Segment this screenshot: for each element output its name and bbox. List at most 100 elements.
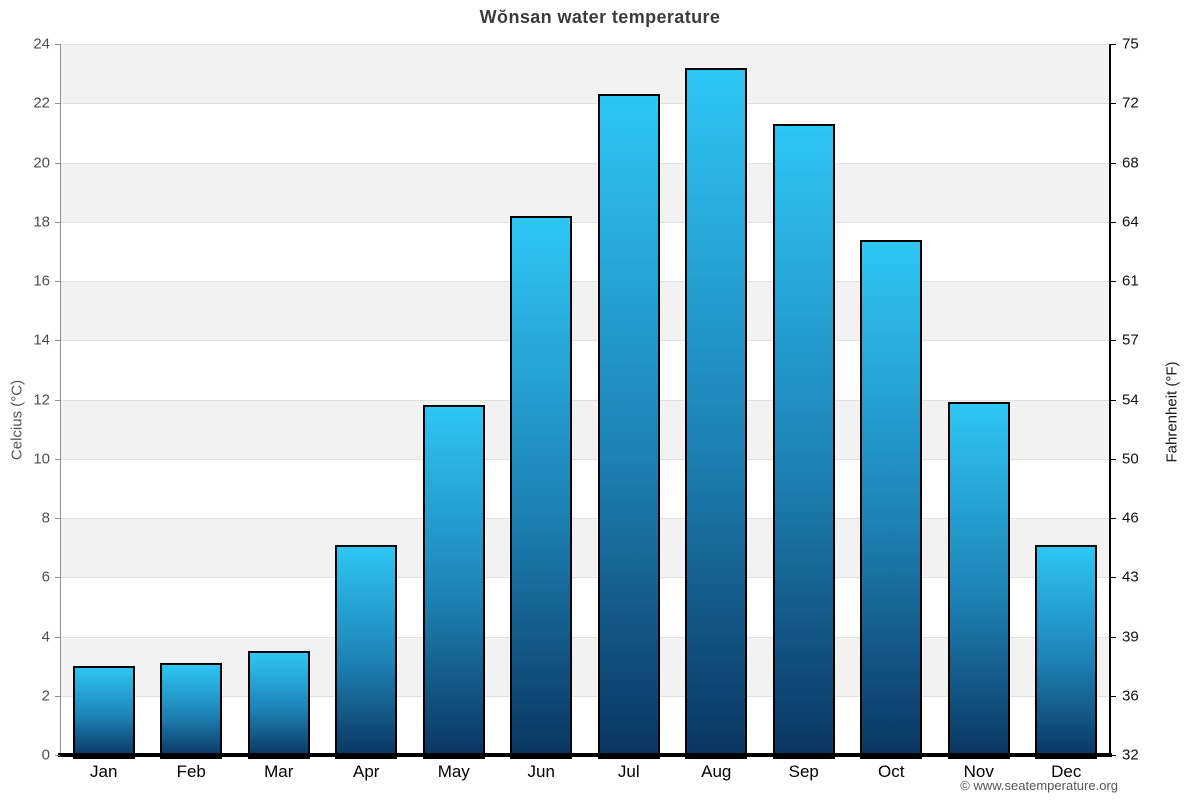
month-label-mar: Mar [264, 762, 294, 781]
celsius-tick-mark [55, 103, 60, 105]
plot-band [60, 222, 1110, 281]
fahrenheit-tick-label: 75 [1122, 35, 1139, 53]
fahrenheit-tick-mark [1111, 458, 1116, 460]
plot-band [60, 281, 1110, 341]
month-label-aug: Aug [701, 762, 732, 781]
bar-apr [335, 544, 398, 759]
bar-mar [247, 651, 310, 759]
gridline [60, 281, 1110, 282]
bar-may [422, 405, 485, 759]
month-label-apr: Apr [353, 762, 380, 781]
fahrenheit-tick-mark [1111, 518, 1116, 519]
fahrenheit-tick-label: 64 [1122, 213, 1139, 231]
celsius-axis-line [60, 44, 61, 755]
fahrenheit-tick-mark [1111, 340, 1116, 342]
month-label-feb: Feb [176, 762, 206, 781]
bar-sep [772, 123, 835, 759]
celsius-tick-label: 20 [33, 154, 50, 171]
bar-jun [510, 215, 573, 759]
celsius-tick-mark [55, 340, 60, 342]
celsius-tick-label: 10 [33, 450, 50, 468]
fahrenheit-tick-mark [1111, 44, 1116, 45]
celsius-tick-mark [55, 755, 60, 756]
fahrenheit-tick-label: 39 [1122, 628, 1139, 645]
gridline [60, 162, 1110, 164]
celsius-tick-mark [55, 44, 60, 45]
bar-oct [860, 239, 923, 759]
month-label-jun: Jun [527, 762, 555, 781]
month-label-jul: Jul [617, 762, 640, 781]
gridline [60, 340, 1110, 342]
plot-band [60, 103, 1110, 162]
celsius-tick-mark [55, 518, 60, 519]
gridline [60, 221, 1110, 223]
fahrenheit-tick-label: 68 [1122, 154, 1139, 171]
fahrenheit-axis-line [1109, 44, 1111, 755]
fahrenheit-tick-mark [1111, 695, 1116, 697]
celsius-tick-label: 4 [41, 628, 50, 645]
celsius-tick-mark [55, 399, 60, 401]
fahrenheit-axis-title: Fahrenheit (°F) [1163, 361, 1181, 463]
fahrenheit-tick-mark [1111, 577, 1116, 579]
plot-band [60, 44, 1110, 104]
gridline [60, 458, 1110, 460]
bar-jan [72, 666, 135, 759]
celsius-tick-mark [55, 577, 60, 579]
celsius-tick-mark [55, 281, 60, 282]
fahrenheit-tick-label: 57 [1122, 331, 1139, 349]
gridline [60, 103, 1110, 105]
celsius-tick-label: 24 [33, 35, 50, 53]
fahrenheit-tick-mark [1111, 281, 1116, 282]
month-label-may: May [437, 762, 470, 781]
celsius-tick-label: 2 [41, 687, 50, 705]
celsius-tick-mark [55, 458, 60, 460]
celsius-tick-label: 8 [41, 509, 50, 527]
fahrenheit-tick-mark [1111, 399, 1116, 401]
gridline [60, 44, 1110, 45]
plot-area [60, 44, 1110, 759]
fahrenheit-tick-label: 43 [1122, 568, 1139, 586]
gridline [60, 577, 1110, 579]
month-label-sep: Sep [788, 762, 819, 781]
celsius-tick-mark [55, 162, 60, 164]
celsius-tick-mark [55, 636, 60, 638]
fahrenheit-tick-label: 46 [1122, 509, 1139, 527]
plot-band [60, 636, 1110, 696]
celsius-tick-label: 18 [33, 213, 50, 231]
month-label-oct: Oct [878, 762, 905, 781]
bar-feb [160, 663, 223, 759]
celsius-tick-label: 6 [41, 568, 50, 586]
fahrenheit-tick-label: 61 [1122, 272, 1139, 290]
fahrenheit-tick-mark [1111, 755, 1116, 756]
fahrenheit-tick-label: 72 [1122, 94, 1139, 112]
month-label-dec: Dec [1051, 762, 1082, 781]
plot-band [60, 162, 1110, 222]
chart-title: Wŏnsan water temperature [479, 7, 721, 27]
bar-aug [685, 67, 748, 759]
copyright-credit: © www.seatemperature.org [960, 778, 1118, 793]
gridline [60, 518, 1110, 519]
gridline [60, 695, 1110, 697]
bar-nov [947, 402, 1010, 759]
bar-dec [1035, 544, 1098, 759]
fahrenheit-tick-mark [1111, 221, 1116, 223]
celsius-tick-label: 12 [33, 391, 50, 408]
celsius-tick-mark [55, 695, 60, 697]
celsius-tick-label: 16 [33, 272, 50, 290]
plot-band [60, 399, 1110, 459]
plot-band [60, 518, 1110, 578]
celsius-tick-label: 0 [41, 746, 50, 764]
celsius-tick-label: 14 [33, 331, 50, 349]
gridline [60, 399, 1110, 401]
month-label-nov: Nov [963, 762, 994, 781]
celsius-tick-mark [55, 221, 60, 223]
bar-jul [597, 94, 660, 759]
plot-band [60, 340, 1110, 399]
fahrenheit-tick-mark [1111, 636, 1116, 638]
gridline [60, 636, 1110, 638]
fahrenheit-tick-label: 50 [1122, 450, 1139, 468]
fahrenheit-tick-mark [1111, 162, 1116, 164]
fahrenheit-tick-label: 36 [1122, 687, 1139, 705]
fahrenheit-tick-mark [1111, 103, 1116, 105]
fahrenheit-tick-label: 54 [1122, 391, 1139, 408]
